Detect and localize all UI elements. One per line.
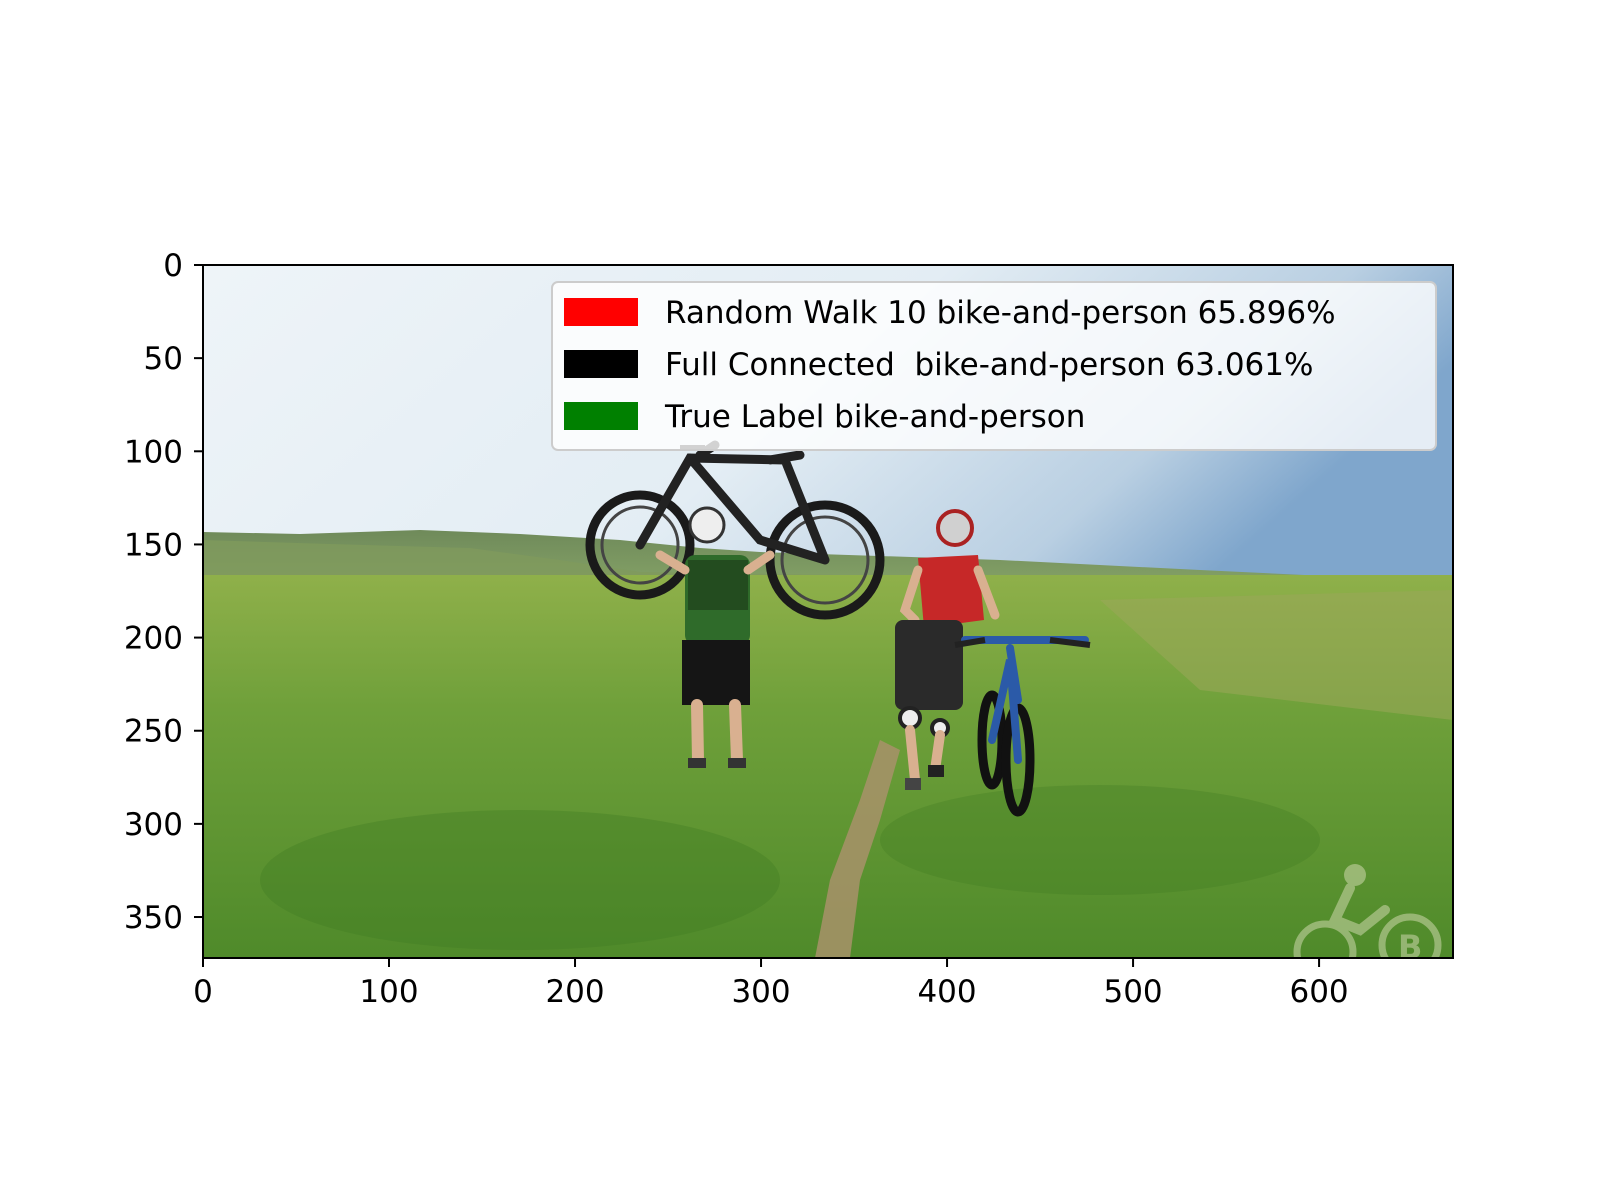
watermark-cyclist-graphic: B [1293, 864, 1442, 966]
legend-box [551, 281, 1437, 451]
legend-swatch-true-label [564, 402, 638, 430]
x-tick-label: 400 [917, 974, 976, 1010]
y-tick-label: 0 [163, 248, 183, 284]
x-tick-label: 300 [731, 974, 790, 1010]
y-tick-label: 350 [124, 900, 183, 936]
y-axis: 0 50 100 150 200 250 300 350 [124, 248, 203, 936]
dirt-path [815, 740, 900, 958]
legend-label-random-walk: Random Walk 10 bike-and-person 65.896% [665, 295, 1336, 331]
legend-swatch-random-walk [564, 298, 638, 326]
legend-swatch-full-connected [564, 350, 638, 378]
y-tick-label: 150 [124, 527, 183, 563]
x-tick-label: 100 [359, 974, 418, 1010]
y-tick-label: 300 [124, 807, 183, 843]
person-carrying-bike [585, 440, 885, 768]
legend-label-full-connected: Full Connected bike-and-person 63.061% [665, 347, 1313, 383]
x-axis: 0 100 200 300 400 500 600 [193, 958, 1349, 1010]
legend-label-true-label: True Label bike-and-person [664, 399, 1085, 435]
y-tick-label: 50 [144, 341, 183, 377]
person-pushing-bike [895, 509, 1091, 817]
y-tick-label: 200 [124, 621, 183, 657]
svg-text:B: B [1398, 928, 1422, 966]
y-tick-label: 100 [124, 434, 183, 470]
x-tick-label: 200 [545, 974, 604, 1010]
x-tick-label: 500 [1103, 974, 1162, 1010]
x-tick-label: 0 [193, 974, 213, 1010]
legend: Random Walk 10 bike-and-person 65.896% F… [551, 281, 1437, 451]
x-tick-label: 600 [1289, 974, 1348, 1010]
plot-frame [202, 264, 1454, 959]
y-tick-label: 250 [124, 714, 183, 750]
